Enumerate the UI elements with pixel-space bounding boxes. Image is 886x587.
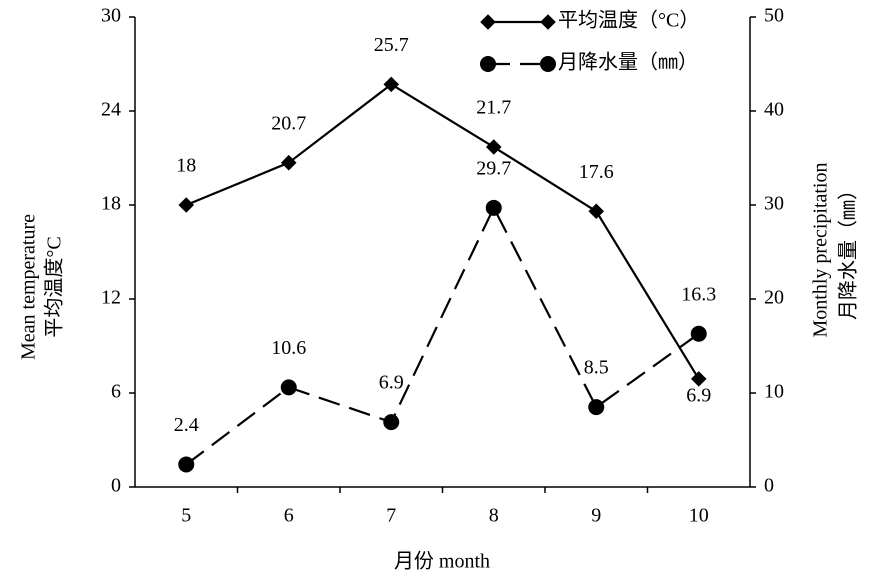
data-label: 8.5: [584, 357, 609, 379]
y-tick-label: 24: [101, 99, 121, 121]
data-label: 29.7: [476, 157, 511, 179]
legend-label: 月降水量（㎜）: [558, 51, 698, 74]
y2-tick-label: 30: [764, 193, 784, 215]
y-tick-label: 0: [111, 475, 121, 497]
data-label: 2.4: [174, 414, 199, 436]
data-point: [588, 399, 605, 416]
series-line: [185, 83, 700, 380]
y-tick-label: 18: [101, 193, 121, 215]
x-tick-label: 10: [689, 505, 709, 527]
y2-axis-label: 月降水量（㎜）: [837, 180, 860, 320]
data-point: [178, 197, 195, 213]
data-label: 25.7: [374, 34, 409, 56]
y2-tick-label: 40: [764, 99, 784, 121]
y-tick-label: 30: [101, 5, 121, 27]
y-axis-label: 平均温度°C: [43, 236, 66, 337]
data-label: 10.6: [271, 337, 306, 359]
data-label: 18: [176, 155, 196, 177]
x-axis-label: 月份 month: [394, 550, 490, 573]
y2-axis-label: Monthly precipitation: [810, 163, 832, 338]
data-point: [280, 379, 297, 396]
data-point: [178, 456, 195, 473]
data-label: 6.9: [686, 384, 711, 406]
legend-label: 平均温度（°C）: [558, 9, 699, 32]
data-label: 20.7: [271, 112, 306, 134]
x-tick-label: 5: [181, 505, 191, 527]
y-tick-label: 12: [101, 287, 121, 309]
data-label: 21.7: [476, 97, 511, 119]
y2-tick-label: 50: [764, 5, 784, 27]
legend-marker: [540, 56, 556, 72]
data-point: [588, 203, 605, 220]
y2-tick-label: 0: [764, 475, 774, 497]
data-point: [690, 325, 707, 342]
legend-marker: [480, 56, 496, 72]
data-point: [485, 199, 502, 216]
y-axis-label: Mean temperature: [18, 214, 40, 360]
data-point: [280, 154, 297, 171]
y2-tick-label: 10: [764, 381, 784, 403]
data-label: 16.3: [681, 283, 716, 305]
data-point: [485, 139, 502, 155]
x-tick-label: 6: [284, 505, 294, 527]
legend-marker: [480, 14, 496, 30]
y2-tick-label: 20: [764, 287, 784, 309]
data-point: [383, 414, 400, 431]
x-tick-label: 7: [386, 505, 396, 527]
series-line: [185, 205, 700, 466]
data-label: 17.6: [579, 161, 614, 183]
x-tick-label: 9: [591, 505, 601, 527]
legend-marker: [540, 14, 556, 30]
y-tick-label: 6: [111, 381, 121, 403]
x-tick-label: 8: [489, 505, 499, 527]
data-label: 6.9: [379, 372, 404, 394]
